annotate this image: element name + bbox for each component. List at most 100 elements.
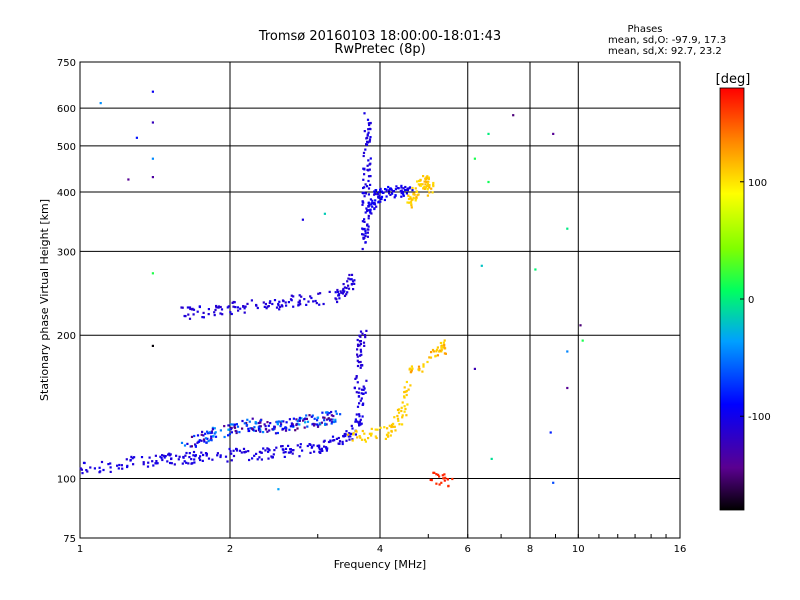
data-point: [240, 451, 243, 454]
data-point: [312, 444, 315, 447]
data-point: [348, 273, 351, 277]
data-point: [245, 421, 248, 425]
data-point: [281, 427, 284, 430]
data-point: [397, 419, 400, 422]
data-point: [358, 415, 361, 418]
data-point: [364, 234, 367, 237]
data-point: [175, 454, 178, 457]
data-point: [341, 289, 345, 292]
data-point: [369, 198, 372, 201]
data-point: [309, 295, 312, 298]
data-point: [403, 391, 406, 394]
data-point: [323, 445, 326, 448]
data-point: [299, 446, 302, 449]
data-point: [383, 198, 386, 202]
data-point: [300, 417, 303, 420]
data-point: [370, 432, 373, 435]
data-point: [109, 462, 112, 465]
data-point: [193, 461, 196, 464]
data-point: [168, 452, 171, 455]
data-point: [81, 472, 84, 475]
data-point: [318, 448, 321, 451]
data-point: [412, 196, 415, 199]
data-point: [322, 440, 325, 443]
data-point: [232, 449, 235, 452]
data-point: [346, 291, 349, 294]
data-point: [98, 466, 101, 469]
y-axis-label: Stationary phase Virtual Height [km]: [38, 199, 51, 401]
data-point: [148, 456, 151, 459]
data-point: [410, 204, 413, 207]
data-point: [405, 414, 408, 417]
data-point: [387, 431, 390, 434]
data-point: [200, 451, 203, 454]
data-point: [183, 444, 187, 447]
data-point: [396, 187, 399, 190]
data-point: [243, 307, 246, 310]
data-point: [243, 311, 246, 314]
data-point: [426, 188, 429, 191]
data-point: [358, 344, 361, 347]
data-point: [202, 438, 206, 441]
data-point: [151, 460, 154, 463]
data-point: [403, 405, 406, 408]
data-point: [368, 432, 371, 435]
data-point: [310, 446, 313, 449]
data-point: [215, 306, 218, 309]
data-point: [126, 465, 129, 469]
data-point: [409, 195, 412, 199]
data-point: [224, 455, 228, 458]
data-point: [327, 417, 330, 420]
data-point: [334, 420, 337, 423]
data-point: [370, 427, 373, 430]
data-point: [162, 454, 165, 457]
data-point: [415, 196, 418, 199]
data-point: [330, 418, 333, 421]
data-point: [427, 184, 430, 187]
data-point: [316, 444, 319, 447]
data-point: [389, 193, 392, 196]
data-point: [380, 197, 383, 201]
data-point: [292, 305, 295, 308]
data-point: [367, 217, 370, 220]
data-point: [213, 311, 216, 314]
data-point: [432, 350, 435, 353]
data-point: [243, 451, 246, 454]
data-point: [361, 200, 364, 203]
data-point: [351, 280, 355, 283]
data-point: [442, 477, 445, 480]
data-point: [428, 191, 431, 194]
data-point: [426, 194, 429, 197]
data-point: [169, 453, 172, 456]
data-point: [198, 439, 201, 442]
data-point: [414, 187, 417, 190]
data-point: [89, 466, 92, 469]
data-point: [142, 461, 145, 464]
data-point: [385, 433, 389, 436]
data-point: [316, 419, 319, 422]
data-point: [358, 422, 361, 425]
data-point: [191, 462, 194, 465]
data-point: [424, 183, 427, 186]
data-point: [361, 227, 364, 230]
data-point: [363, 227, 366, 231]
data-point: [409, 384, 412, 387]
data-point: [323, 212, 326, 215]
data-point: [356, 420, 359, 423]
data-point: [268, 429, 271, 432]
data-point: [284, 426, 287, 429]
data-point: [298, 299, 301, 302]
data-point: [107, 463, 110, 466]
data-point: [405, 380, 408, 384]
data-point: [401, 416, 404, 419]
data-point: [438, 350, 441, 353]
data-point: [400, 186, 403, 189]
data-point: [135, 136, 138, 139]
data-point: [367, 228, 370, 231]
data-point: [358, 387, 361, 390]
data-point: [368, 204, 371, 207]
data-point: [180, 306, 183, 309]
data-point: [164, 455, 167, 458]
data-point: [186, 306, 189, 309]
data-point: [210, 439, 213, 442]
